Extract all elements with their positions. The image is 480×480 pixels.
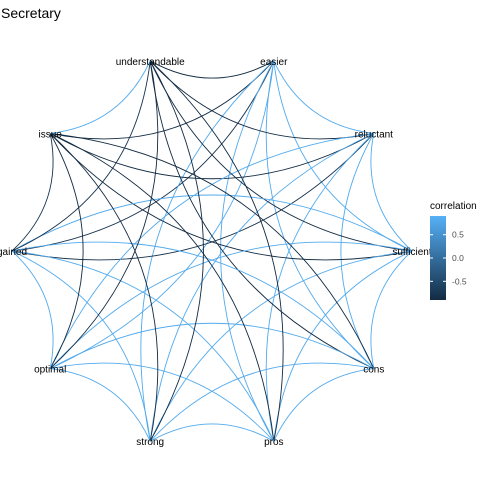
edge-optimal-issue — [49, 133, 84, 369]
node-labels-layer: easier reluctant sufficient cons pros strong o… — [0, 57, 432, 448]
edge-cons-optimal — [49, 322, 375, 369]
legend-tick-label: 0.0 — [452, 253, 464, 263]
edge-sufficient-strong — [149, 250, 413, 442]
edge-easier-pros — [220, 60, 275, 442]
legend-tick-label: 0.5 — [452, 230, 464, 240]
edge-easier-reluctant — [273, 60, 374, 134]
edge-pros-understandable — [149, 60, 284, 442]
edge-pros-optimal — [50, 362, 275, 442]
edge-reluctant-optimal — [49, 132, 374, 369]
edge-pros-gained — [11, 250, 275, 442]
edge-reluctant-strong — [149, 132, 374, 442]
legend-title: correlation — [430, 201, 477, 212]
legend-ticks: 0.5 0.0 -0.5 — [430, 230, 467, 286]
legend-tick-label: -0.5 — [452, 276, 467, 286]
edge-cons-issue — [50, 132, 375, 369]
node-label-sufficient: sufficient — [392, 247, 432, 258]
edge-reluctant-sufficient — [370, 133, 413, 252]
node-label-gained: gained — [0, 247, 27, 258]
legend: correlation 0.5 0.0 -0.5 — [430, 201, 477, 300]
edge-easier-optimal — [50, 60, 275, 370]
node-label-understandable: understandable — [116, 57, 185, 68]
edge-easier-gained — [11, 60, 275, 252]
edge-gained-issue — [11, 133, 54, 252]
edge-sufficient-cons — [370, 250, 413, 369]
node-label-easier: easier — [260, 57, 288, 68]
edge-strong-issue — [49, 133, 159, 442]
node-label-reluctant: reluctant — [355, 129, 394, 140]
edge-cons-gained — [11, 241, 375, 369]
edge-optimal-understandable — [49, 60, 159, 369]
edge-sufficient-issue — [49, 133, 413, 261]
edge-cons-understandable — [149, 60, 374, 370]
edge-easier-cons — [265, 60, 375, 369]
edge-gained-understandable — [11, 60, 151, 252]
edge-easier-understandable — [149, 60, 275, 79]
edge-sufficient-understandable — [149, 60, 413, 252]
node-label-strong: strong — [136, 437, 164, 448]
edges-layer — [11, 60, 413, 442]
legend-colorbar — [430, 216, 446, 300]
node-label-pros: pros — [264, 437, 283, 448]
edge-cons-pros — [273, 368, 374, 442]
node-label-cons: cons — [363, 365, 384, 376]
edge-pros-strong — [149, 423, 275, 442]
edge-strong-gained — [11, 250, 151, 442]
edge-reluctant-issue — [49, 133, 375, 180]
edge-pros-issue — [50, 132, 275, 442]
edge-sufficient-gained — [11, 194, 413, 252]
edge-reluctant-gained — [11, 133, 375, 261]
edge-easier-strong — [140, 60, 275, 442]
edge-optimal-gained — [11, 250, 54, 369]
chart-title: Secretary — [1, 5, 61, 21]
edge-sufficient-optimal — [49, 241, 413, 369]
edge-issue-understandable — [50, 60, 151, 134]
edge-strong-understandable — [149, 60, 204, 442]
edge-strong-optimal — [50, 368, 151, 442]
node-label-issue: issue — [39, 129, 63, 140]
edge-reluctant-pros — [265, 133, 375, 442]
node-label-optimal: optimal — [34, 365, 66, 376]
edge-cons-strong — [149, 362, 374, 442]
